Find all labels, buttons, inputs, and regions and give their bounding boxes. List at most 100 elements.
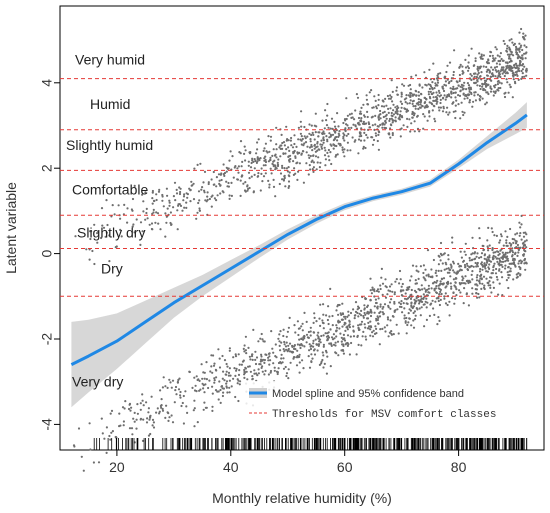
scatter-point [442, 277, 446, 280]
scatter-point [460, 282, 463, 285]
scatter-point [406, 102, 409, 105]
scatter-point [443, 94, 446, 97]
scatter-point [488, 256, 491, 259]
scatter-point [457, 262, 460, 265]
scatter-point [236, 378, 239, 381]
scatter-point [390, 79, 393, 82]
scatter-point [403, 317, 406, 320]
scatter-point [260, 353, 263, 356]
scatter-point [160, 398, 163, 401]
scatter-point [150, 395, 153, 398]
scatter-point [272, 178, 275, 181]
scatter-point [514, 233, 517, 236]
scatter-point [516, 243, 520, 247]
scatter-point [382, 115, 385, 119]
scatter-point [255, 152, 258, 155]
scatter-point [500, 256, 503, 259]
scatter-point [328, 342, 331, 345]
scatter-point [206, 195, 209, 198]
scatter-point [433, 87, 436, 90]
scatter-point [385, 117, 388, 120]
scatter-point [486, 270, 489, 273]
scatter-point [471, 105, 474, 108]
scatter-point [463, 263, 467, 267]
scatter-point [417, 103, 420, 106]
scatter-point [126, 207, 129, 210]
scatter-point [321, 321, 324, 324]
scatter-point [417, 270, 420, 273]
scatter-point [282, 178, 285, 181]
scatter-point [115, 245, 118, 248]
scatter-point [196, 163, 199, 166]
scatter-point [165, 221, 168, 224]
scatter-point [308, 366, 312, 369]
scatter-point [262, 340, 265, 343]
scatter-point [210, 195, 213, 198]
scatter-point [161, 386, 164, 389]
scatter-point [257, 340, 260, 343]
scatter-point [427, 275, 430, 278]
scatter-point [285, 372, 289, 375]
scatter-point [319, 324, 322, 327]
scatter-point [243, 152, 246, 155]
scatter-point [496, 260, 499, 263]
scatter-point [474, 59, 477, 63]
scatter-point [202, 181, 205, 184]
scatter-point [249, 151, 252, 154]
scatter-point [491, 68, 495, 71]
scatter-point [252, 160, 255, 163]
scatter-point [483, 265, 486, 268]
scatter-point [320, 147, 324, 150]
scatter-point [437, 76, 440, 79]
scatter-point [439, 106, 442, 109]
scatter-point [330, 336, 334, 339]
scatter-point [447, 254, 450, 257]
scatter-point [478, 256, 481, 259]
scatter-point [119, 228, 122, 231]
scatter-point [450, 287, 453, 290]
scatter-point [232, 377, 235, 380]
scatter-point [308, 132, 311, 135]
scatter-point [448, 271, 451, 274]
scatter-point [366, 312, 369, 315]
scatter-point [357, 123, 360, 126]
scatter-point [414, 314, 417, 317]
scatter-point [450, 96, 453, 99]
scatter-point [346, 334, 350, 337]
scatter-point [455, 277, 458, 280]
scatter-point [419, 265, 422, 268]
scatter-point [304, 137, 307, 140]
scatter-point [377, 98, 380, 101]
scatter-point [310, 143, 313, 147]
scatter-point [428, 115, 431, 118]
scatter-point [374, 325, 377, 328]
scatter-point [408, 295, 411, 299]
scatter-point [230, 385, 233, 388]
scatter-point [176, 381, 179, 384]
scatter-point [459, 250, 462, 253]
scatter-point [444, 292, 447, 295]
scatter-point [346, 124, 349, 127]
scatter-point [417, 98, 420, 101]
scatter-point [264, 155, 267, 158]
scatter-point [287, 166, 290, 169]
scatter-point [399, 135, 402, 138]
scatter-point [419, 299, 422, 302]
scatter-point [305, 151, 308, 154]
scatter-point [298, 151, 301, 154]
scatter-point [443, 295, 446, 298]
scatter-point [292, 160, 295, 163]
scatter-point [335, 144, 338, 148]
scatter-point [206, 191, 209, 194]
scatter-point [375, 105, 378, 108]
scatter-point [360, 344, 363, 347]
scatter-point [477, 292, 480, 296]
scatter-point [472, 64, 475, 67]
scatter-point [504, 260, 507, 263]
scatter-point [521, 63, 525, 66]
scatter-point [435, 102, 438, 105]
scatter-point [385, 104, 388, 107]
scatter-point [247, 160, 250, 163]
scatter-point [246, 189, 249, 192]
scatter-point [452, 101, 455, 104]
